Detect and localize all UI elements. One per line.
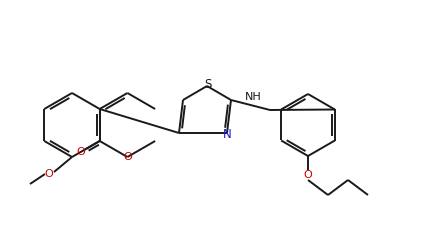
Text: O: O (303, 170, 312, 180)
Text: N: N (223, 128, 232, 140)
Text: O: O (45, 169, 53, 179)
Text: NH: NH (245, 92, 262, 102)
Text: O: O (123, 152, 132, 162)
Text: S: S (204, 78, 212, 92)
Text: O: O (76, 147, 85, 157)
